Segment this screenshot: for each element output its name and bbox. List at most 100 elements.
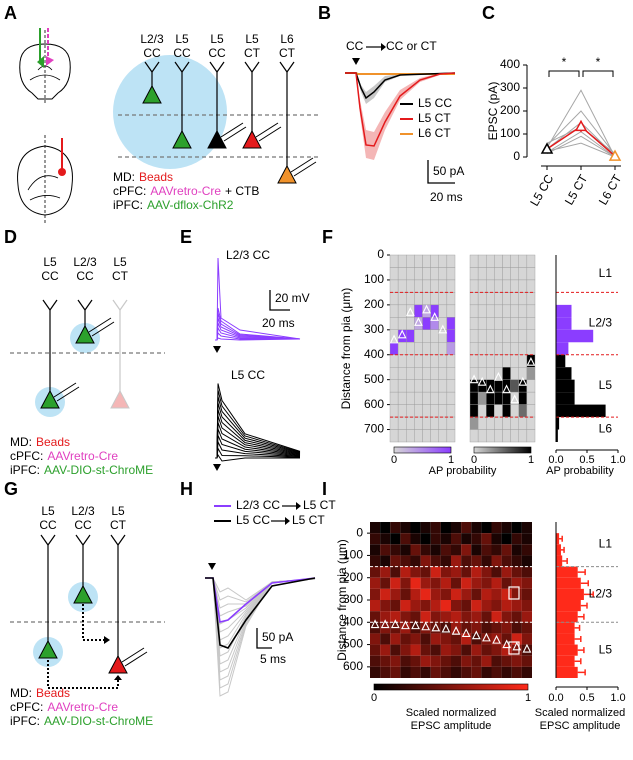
heatmap-cell [518, 416, 528, 430]
trace-label: L2/3 CC [226, 248, 270, 262]
soma-marker [431, 622, 441, 632]
heatmap-cell [461, 588, 472, 600]
heatmap-cell [502, 391, 511, 405]
line [82, 534, 91, 546]
heatmap-cell [501, 622, 512, 634]
heatmap-cell [400, 655, 411, 667]
heatmap-cell [491, 644, 502, 656]
soma-marker [414, 317, 423, 326]
heatmap-cell [486, 404, 495, 418]
trace [215, 257, 301, 341]
heatmap-cell [430, 666, 441, 678]
heatmap-cell [422, 367, 431, 380]
virus: AAVretro-Cre [47, 449, 118, 463]
legend-label: L5 CC [418, 96, 452, 110]
colorbar [473, 446, 532, 454]
heatmap-cell [481, 544, 492, 556]
heatmap-cell [469, 267, 479, 281]
heatmap-cell [430, 644, 441, 656]
y-tick-label: 100 [343, 548, 363, 562]
heatmap-cell [477, 329, 487, 343]
heatmap-cell [422, 429, 431, 443]
heatmap-cell [471, 522, 482, 534]
heatmap-cell [526, 279, 536, 293]
heatmap-cell [438, 416, 448, 430]
soma [75, 324, 95, 344]
region: MD: [113, 170, 135, 184]
heatmap-cell [420, 600, 431, 612]
heatmap-cell [430, 391, 439, 405]
heatmap-cell [390, 611, 401, 623]
highlight-box [508, 641, 520, 655]
heatmap-cell [422, 354, 431, 368]
heatmap-cell [370, 522, 381, 534]
cell-type: CC [208, 46, 226, 60]
heatmap-cell [486, 391, 495, 405]
heatmap-cell [510, 292, 519, 306]
heatmap-cell [461, 544, 472, 556]
heatmap-cell [430, 555, 441, 567]
soma [108, 654, 128, 674]
connection [82, 604, 104, 641]
soma-marker [405, 307, 415, 316]
heatmap-cell [461, 522, 472, 534]
heatmap-cell [380, 566, 391, 578]
heatmap-cell [438, 292, 448, 306]
y-tick-label: 400 [500, 57, 520, 71]
panel-letter: A [4, 3, 17, 23]
heatmap-cell [486, 304, 495, 318]
histogram-bar [556, 655, 575, 667]
heatmap-cell [477, 391, 487, 405]
heatmap-cell [422, 279, 431, 293]
heatmap-cell [518, 279, 528, 293]
heatmap-cell [502, 279, 511, 293]
heatmap-cell [471, 600, 482, 612]
panel-letter: C [482, 3, 495, 23]
heatmap-cell [510, 329, 519, 343]
heatmap-cell [430, 429, 439, 443]
line [110, 534, 119, 546]
heatmap-cell [477, 342, 487, 355]
heatmap-cell [511, 655, 522, 667]
heatmap-cell [430, 533, 441, 545]
heatmap-cell [422, 317, 431, 331]
y-tick-label: 400 [364, 347, 384, 361]
heatmap-cell [494, 254, 503, 268]
heatmap-cell [446, 267, 456, 281]
heatmap-cell [477, 279, 487, 293]
x-axis-label: Scaled normalized [535, 707, 626, 719]
legend-entry: iPFC: AAV-dflox-ChR2 [113, 198, 234, 212]
heatmap-cell [471, 588, 482, 600]
heatmap-cell [477, 416, 487, 430]
panel-letter: I [322, 479, 327, 499]
heatmap-cell [526, 367, 536, 380]
heatmap-cell [370, 566, 381, 578]
significance-label: * [596, 55, 601, 69]
heatmap-cell [494, 317, 503, 331]
heatmap-cell [406, 254, 415, 268]
heatmap-cell [440, 533, 451, 545]
heatmap-cell [410, 533, 421, 545]
heatmap-cell [526, 379, 536, 393]
y-tick-label: 300 [500, 80, 520, 94]
heatmap-cell [422, 342, 431, 355]
heatmap-cell [406, 391, 415, 405]
heatmap-cell [510, 354, 519, 368]
heatmap-cell [422, 254, 431, 268]
heatmap-cell [501, 644, 512, 656]
heatmap-cell [430, 622, 441, 634]
heatmap-cell [400, 644, 411, 656]
histogram-bar [556, 577, 581, 589]
line [286, 61, 295, 73]
soma-marker [422, 304, 431, 314]
heatmap-cell [526, 416, 536, 430]
panel-letter: E [180, 227, 192, 247]
heatmap-cell [414, 404, 423, 418]
heatmap-cell [430, 544, 441, 556]
heatmap-cell [406, 267, 415, 281]
heatmap-cell [414, 329, 423, 343]
connection [47, 660, 119, 689]
stim-marker [352, 58, 360, 65]
legend-to: L5 CT [303, 498, 336, 512]
soma-marker [411, 620, 420, 630]
